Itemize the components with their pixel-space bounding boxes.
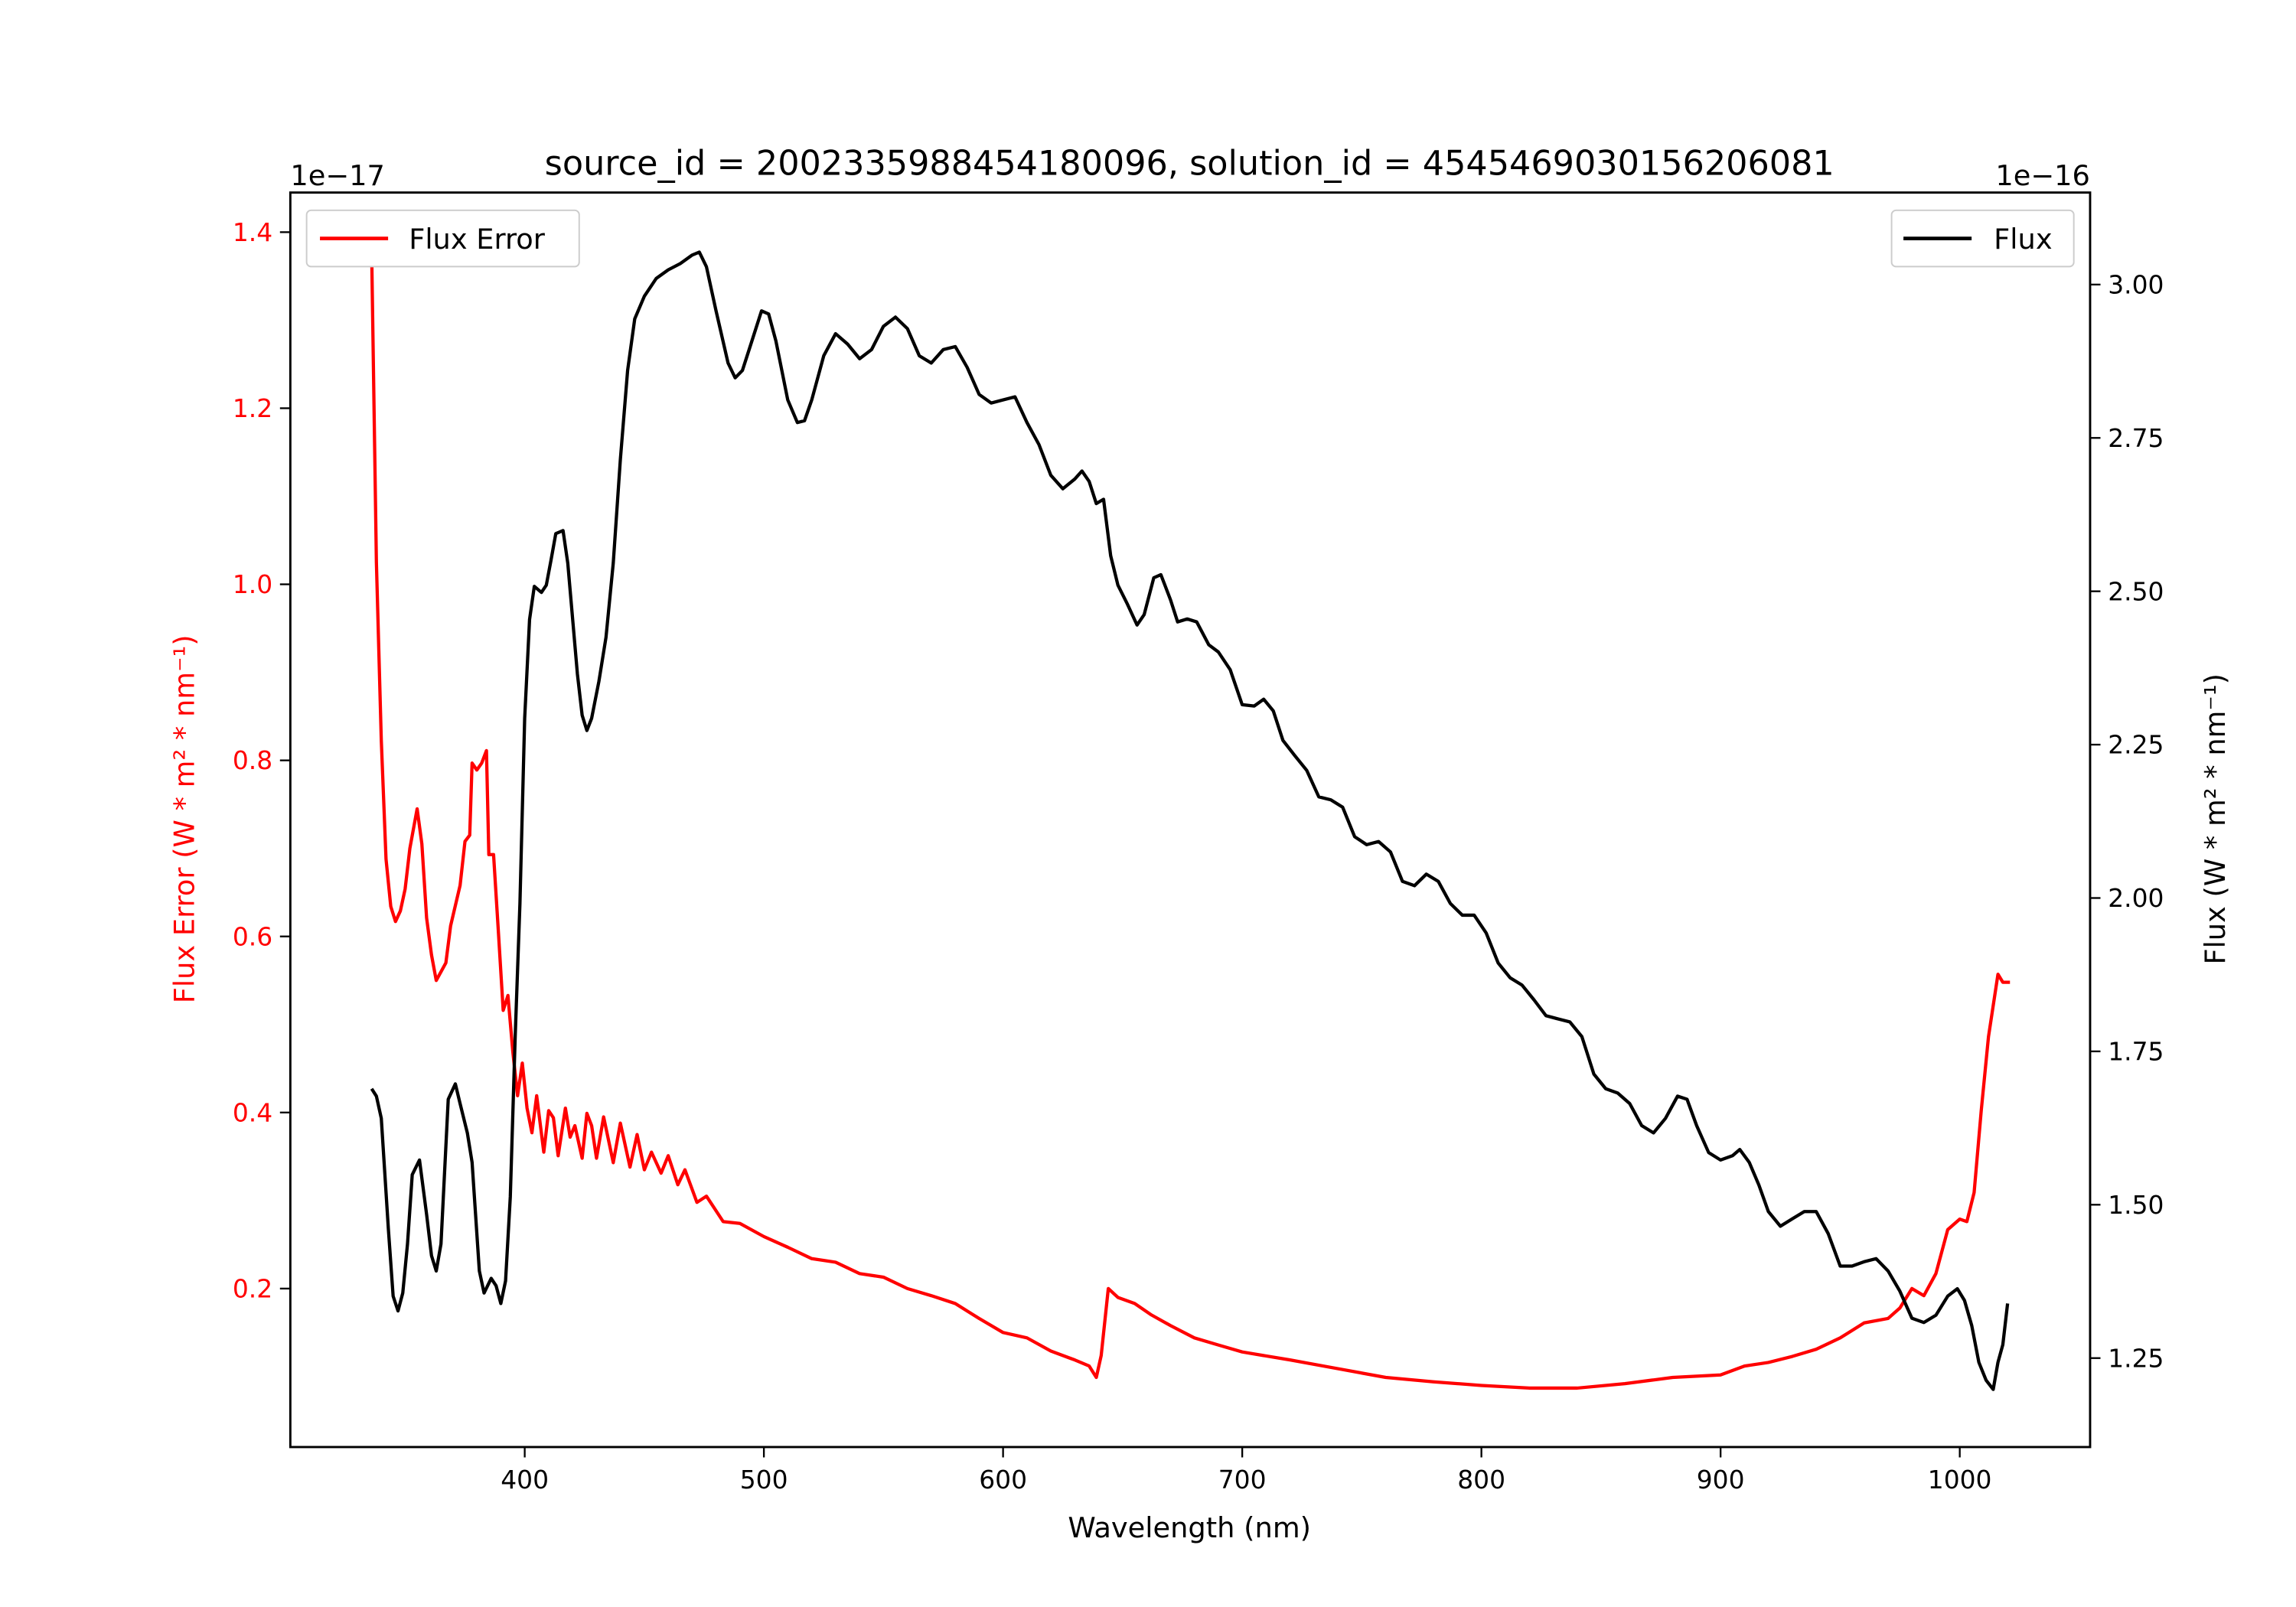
x-tick-label: 400 bbox=[501, 1465, 549, 1495]
x-tick-label: 1000 bbox=[1928, 1465, 1992, 1495]
x-tick-label: 500 bbox=[740, 1465, 788, 1495]
flux-line bbox=[370, 250, 2010, 1391]
x-tick-label: 600 bbox=[979, 1465, 1027, 1495]
left-y-axis-label: Flux Error (W * m² * nm⁻¹) bbox=[168, 634, 201, 1003]
x-axis-label: Wavelength (nm) bbox=[1068, 1511, 1311, 1544]
legend-flux-error: Flux Error bbox=[305, 209, 580, 268]
left-y-tick-label: 0.6 bbox=[233, 921, 272, 951]
right-y-tick-label: 2.25 bbox=[2108, 730, 2164, 760]
legend-flux: Flux bbox=[1890, 209, 2075, 268]
left-offset-label: 1e−17 bbox=[290, 159, 385, 192]
right-y-tick-label: 2.00 bbox=[2108, 883, 2164, 913]
left-y-tick-label: 1.2 bbox=[233, 393, 272, 423]
legend-flux-label: Flux bbox=[1994, 223, 2052, 256]
flux-error-line bbox=[370, 251, 2011, 1390]
left-y-tick-label: 0.2 bbox=[233, 1274, 272, 1304]
right-y-tick-label: 2.50 bbox=[2108, 576, 2164, 606]
x-tick-label: 900 bbox=[1697, 1465, 1745, 1495]
x-tick-label: 700 bbox=[1218, 1465, 1267, 1495]
chart-title: source_id = 2002335988454180096, solutio… bbox=[545, 144, 1835, 183]
right-y-tick-label: 1.75 bbox=[2108, 1037, 2164, 1067]
plot-frame bbox=[289, 191, 2092, 1449]
left-y-tick-label: 1.4 bbox=[233, 217, 272, 247]
right-y-tick-label: 1.50 bbox=[2108, 1190, 2164, 1220]
left-y-tick-label: 0.8 bbox=[233, 745, 272, 775]
right-y-tick-label: 3.00 bbox=[2108, 269, 2164, 299]
left-y-tick-label: 0.4 bbox=[233, 1097, 272, 1127]
right-y-tick-label: 1.25 bbox=[2108, 1343, 2164, 1373]
x-tick-label: 800 bbox=[1457, 1465, 1505, 1495]
legend-flux-error-label: Flux Error bbox=[409, 223, 546, 256]
left-y-tick-label: 1.0 bbox=[233, 569, 272, 599]
right-y-axis-label: Flux (W * m² * nm⁻¹) bbox=[2199, 673, 2232, 964]
right-offset-label: 1e−16 bbox=[1995, 159, 2090, 192]
right-y-tick-label: 2.75 bbox=[2108, 423, 2164, 453]
